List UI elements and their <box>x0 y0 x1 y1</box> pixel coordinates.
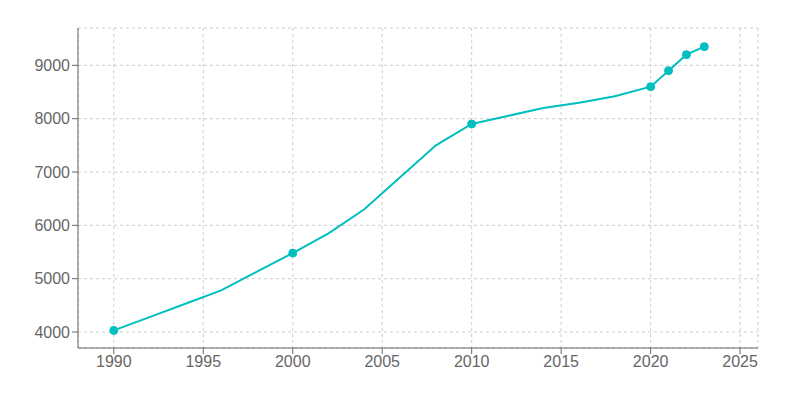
svg-text:1995: 1995 <box>185 353 221 370</box>
svg-text:5000: 5000 <box>34 270 70 287</box>
svg-text:2005: 2005 <box>364 353 400 370</box>
svg-text:8000: 8000 <box>34 110 70 127</box>
svg-text:1990: 1990 <box>96 353 132 370</box>
svg-text:7000: 7000 <box>34 164 70 181</box>
svg-text:6000: 6000 <box>34 217 70 234</box>
svg-text:2010: 2010 <box>454 353 490 370</box>
svg-text:4000: 4000 <box>34 324 70 341</box>
svg-text:2015: 2015 <box>543 353 579 370</box>
svg-text:2020: 2020 <box>633 353 669 370</box>
svg-text:2000: 2000 <box>275 353 311 370</box>
svg-text:2025: 2025 <box>722 353 758 370</box>
svg-text:9000: 9000 <box>34 57 70 74</box>
